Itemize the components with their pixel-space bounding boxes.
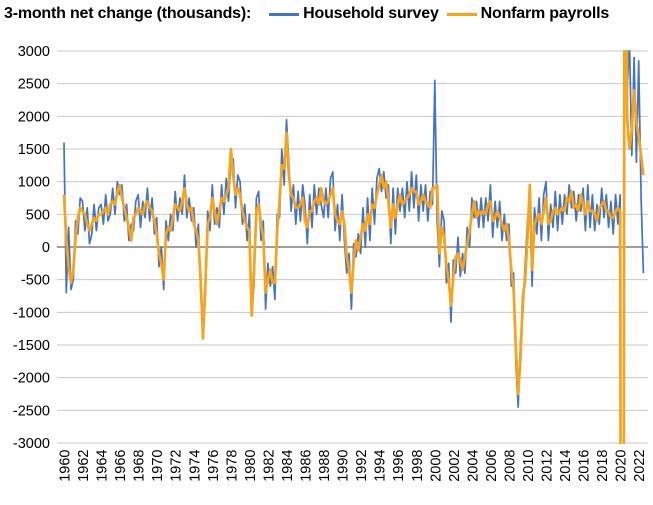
x-axis-label: 1994 (373, 450, 389, 482)
x-axis-label: 1980 (243, 450, 259, 482)
x-axis-label: 1968 (132, 450, 148, 482)
x-axis-label: 1996 (391, 450, 407, 482)
x-axis-label: 1982 (261, 450, 277, 482)
x-axis-label: 1976 (206, 450, 222, 482)
x-axis-label: 2022 (632, 450, 648, 482)
legend-item-household-survey: Household survey (269, 5, 439, 23)
x-axis-label: 2010 (521, 450, 537, 482)
x-axis-label: 2020 (614, 450, 630, 482)
chart-title: 3-month net change (thousands): (4, 5, 252, 22)
y-axis-label: 500 (26, 207, 50, 223)
y-axis-label: -1000 (13, 305, 50, 321)
x-axis-label: 1992 (354, 450, 370, 482)
x-axis-label: 1974 (187, 450, 203, 482)
x-axis-label: 1972 (169, 450, 185, 482)
x-axis-label: 2002 (447, 450, 463, 482)
x-axis-label: 2000 (428, 450, 444, 482)
household-survey-line-swatch (269, 12, 300, 16)
x-axis-label: 2018 (595, 450, 611, 482)
y-axis-label: -2500 (13, 403, 50, 419)
x-axis-label: 1962 (76, 450, 92, 482)
y-axis-label: 3000 (18, 44, 50, 60)
x-axis-label: 2012 (540, 450, 556, 482)
x-axis-label: 1998 (410, 450, 426, 482)
nonfarm-payrolls-line-swatch (446, 12, 477, 16)
legend-label-household-survey: Household survey (303, 5, 439, 22)
y-axis-label: -3000 (13, 436, 50, 452)
x-axis-label: 2014 (558, 450, 574, 482)
x-axis-label: 1990 (336, 450, 352, 482)
legend-label-nonfarm-payrolls: Nonfarm payrolls (480, 5, 610, 22)
x-axis-label: 2008 (502, 450, 518, 482)
x-axis-label: 1988 (317, 450, 333, 482)
y-axis-label: 1500 (18, 142, 50, 158)
y-axis-label: 2000 (18, 109, 50, 125)
x-axis-label: 1964 (95, 450, 111, 482)
x-axis-label: 1978 (224, 450, 240, 482)
x-axis-label: 1960 (58, 450, 74, 482)
x-axis-label: 2016 (577, 450, 593, 482)
x-axis-label: 1970 (150, 450, 166, 482)
x-axis-label: 1984 (280, 450, 296, 482)
y-axis-label: 1000 (18, 175, 50, 191)
legend-item-nonfarm-payrolls: Nonfarm payrolls (446, 5, 610, 23)
x-axis-label: 2004 (465, 450, 481, 482)
chart-header: 3-month net change (thousands): Househol… (4, 5, 653, 23)
series-line-nonfarm-payrolls (62, 50, 645, 444)
y-axis-label: -1500 (13, 338, 50, 354)
y-axis-label: -500 (21, 273, 50, 289)
x-axis-label: 1986 (299, 450, 315, 482)
y-axis-label: 0 (42, 240, 50, 256)
x-axis-label: 2006 (484, 450, 500, 482)
x-axis-label: 1966 (113, 450, 129, 482)
y-axis-label: 2500 (18, 77, 50, 93)
y-axis-label: -2000 (13, 371, 50, 387)
